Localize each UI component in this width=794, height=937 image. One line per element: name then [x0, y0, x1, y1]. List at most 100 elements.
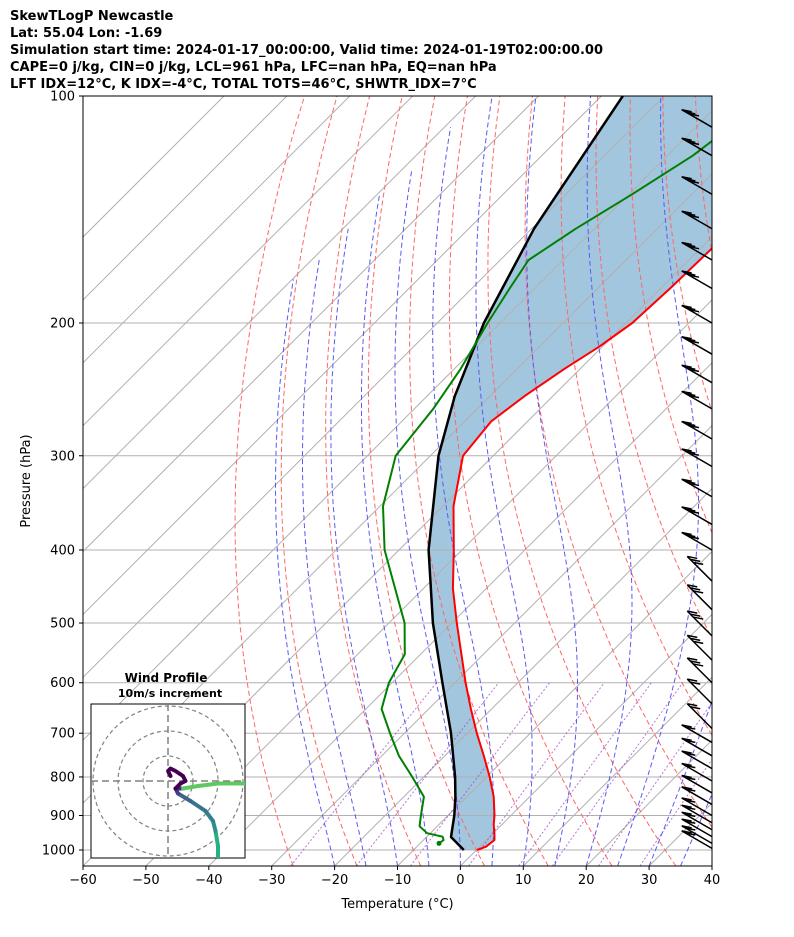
wind-barb-feather — [687, 703, 698, 707]
wind-barb-feather — [681, 750, 692, 754]
mixing-ratio-line — [639, 758, 712, 866]
wind-barb — [681, 478, 713, 498]
wind-barb-feather — [681, 506, 692, 510]
wind-barb — [681, 804, 713, 824]
parcel-profile-line — [427, 96, 624, 851]
wind-barb-feather — [690, 587, 701, 591]
dry-adiabat — [234, 96, 305, 866]
hodograph-trace-segment — [203, 809, 215, 823]
wind-barb-feather — [681, 304, 692, 309]
isotherm-line — [83, 96, 414, 427]
wind-barb-feather — [685, 422, 696, 427]
wind-barb — [681, 364, 713, 384]
wind-barb — [681, 176, 713, 195]
wind-barb-feather — [685, 306, 696, 311]
hodograph-plot — [91, 704, 264, 858]
dry-adiabat — [524, 96, 712, 829]
y-tick-label: 700 — [50, 727, 75, 742]
wind-barb-feather — [685, 243, 696, 248]
wind-barb — [686, 657, 713, 684]
wind-barb — [681, 420, 713, 440]
wind-barb — [681, 210, 713, 230]
moist-adiabat — [617, 96, 699, 866]
wind-barb-feather — [681, 737, 692, 742]
y-tick-label: 400 — [50, 543, 75, 558]
wind-barb-feather — [681, 830, 692, 834]
wind-barb-feather — [681, 176, 692, 180]
hodograph-subtitle: 10m/s increment — [118, 687, 222, 700]
dry-adiabat — [728, 96, 794, 866]
wind-barb-feather — [685, 508, 696, 512]
wind-barb-feather — [687, 584, 698, 588]
wind-barb — [686, 610, 713, 637]
hodograph-trace-segment — [176, 791, 193, 803]
y-tick-label: 1000 — [42, 844, 75, 859]
moist-adiabat — [302, 259, 367, 866]
wind-barb-feather — [685, 739, 696, 744]
mixing-ratio-line — [551, 682, 684, 866]
isotherm-line — [397, 550, 712, 866]
wind-barb-feather — [693, 590, 704, 594]
wind-barb — [681, 811, 713, 831]
mixing-ratio-line — [518, 682, 652, 866]
wind-barb-feather — [685, 111, 696, 115]
x-tick-label: 30 — [641, 873, 658, 888]
wind-barb-staff — [686, 610, 713, 637]
dry-adiabat — [595, 96, 712, 640]
wind-barb — [681, 506, 713, 526]
isotherm-line — [83, 96, 288, 301]
wind-barb — [686, 584, 713, 611]
x-tick-label: −40 — [195, 873, 222, 888]
moist-adiabat — [275, 279, 336, 866]
wind-barb-feather — [681, 724, 692, 728]
wind-barb-feather — [688, 245, 700, 250]
x-tick-label: −20 — [321, 873, 348, 888]
moist-adiabat — [711, 864, 712, 866]
wind-barb-feather — [685, 726, 696, 730]
x-tick-label: 40 — [704, 873, 721, 888]
wind-barb-feather — [681, 108, 692, 113]
mixing-ratio-line — [597, 701, 712, 866]
dry-adiabat — [761, 96, 794, 866]
moist-adiabat — [475, 96, 533, 866]
wind-barb-feather — [685, 776, 696, 781]
wind-barb — [686, 555, 713, 582]
cin-shading — [428, 96, 712, 850]
isotherm-line — [83, 96, 476, 490]
wind-barb — [686, 678, 713, 705]
wind-barb-feather — [685, 827, 696, 831]
wind-barb-feather — [681, 137, 692, 141]
stability-indices-2: LFT IDX=12°C, K IDX=-4°C, TOTAL TOTS=46°… — [10, 77, 477, 92]
isotherm-line — [522, 676, 712, 866]
wind-barb-feather — [685, 820, 696, 824]
wind-barb-feather — [681, 786, 692, 790]
isotherm-line — [83, 96, 351, 364]
y-tick-label: 300 — [50, 449, 75, 464]
dry-adiabat — [367, 96, 485, 866]
wind-barb-feather — [693, 663, 704, 667]
wind-barb-feather — [685, 764, 696, 769]
wind-barb-feather — [681, 797, 692, 801]
isotherm-line — [145, 299, 712, 866]
wind-barb — [681, 818, 713, 838]
wind-barb-feather — [685, 832, 696, 836]
wind-barb-feather — [681, 478, 692, 482]
x-tick-label: −50 — [132, 873, 159, 888]
wind-barb-feather — [681, 762, 692, 767]
dewpoint-surface-marker — [436, 840, 442, 846]
hodograph-trace-segment — [261, 804, 264, 812]
wind-barb — [681, 830, 713, 850]
wind-barb-feather — [693, 640, 704, 645]
dry-adiabat — [448, 96, 613, 866]
wind-barb-feather — [688, 113, 700, 117]
moist-adiabat — [361, 194, 430, 866]
temperature-line — [451, 247, 712, 851]
isotherm-line — [334, 487, 712, 866]
wind-barb-feather — [685, 799, 696, 803]
wind-barb-feather — [688, 274, 700, 278]
dry-adiabat — [325, 96, 422, 866]
wind-barb-feather — [685, 338, 696, 342]
wind-barb-feather — [681, 804, 692, 808]
wind-barb-feather — [687, 657, 698, 661]
chart-title: SkewTLogP Newcastle — [10, 9, 174, 24]
